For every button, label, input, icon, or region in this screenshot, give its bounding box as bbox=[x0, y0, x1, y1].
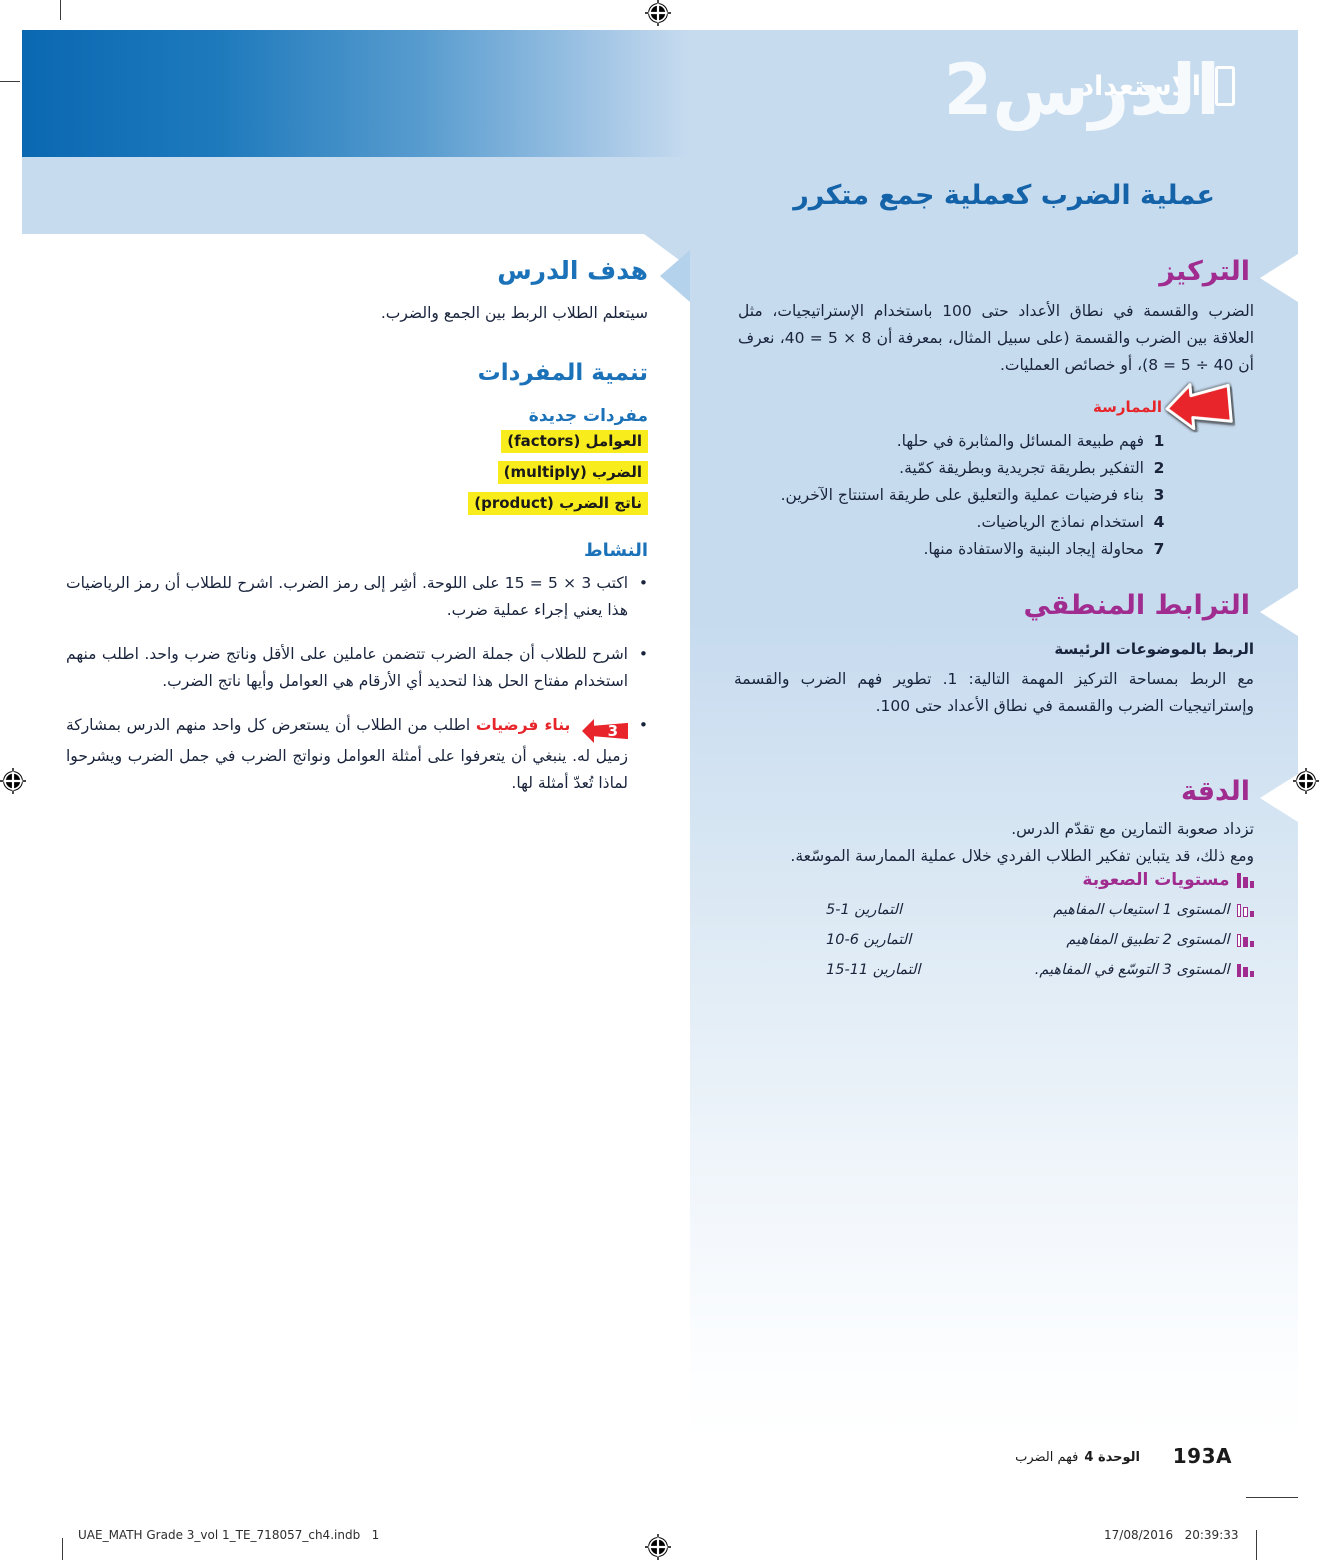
bullet-icon: • bbox=[638, 574, 648, 592]
practice-item-number: 3 bbox=[1153, 486, 1165, 504]
activity-bullet-3: • 3 بناء فرضيات اطلب من الطلاب أن يستعرض… bbox=[66, 712, 648, 797]
practice-item-text: محاولة إيجاد البنية والاستفادة منها. bbox=[923, 540, 1144, 558]
lesson-number-title: الدرس2 bbox=[943, 49, 1221, 131]
objective-body: سيتعلم الطلاب الربط بين الجمع والضرب. bbox=[380, 304, 648, 322]
heading-notch-icon bbox=[1260, 254, 1298, 302]
practice-item-text: بناء فرضيات عملية والتعليق على طريقة است… bbox=[780, 486, 1144, 504]
activity-bullet-1: • اكتب 3 × 5 = 15 على اللوحة. أشِر إلى ر… bbox=[66, 570, 648, 624]
objective-heading: هدف الدرس bbox=[497, 256, 648, 285]
practice-item-text: التفكير بطريقة تجريدية وبطريقة كمّية. bbox=[899, 459, 1144, 477]
registration-mark-top-icon bbox=[645, 0, 671, 26]
practice-list: 1 فهم طبيعة المسائل والمثابرة في حلها. 2… bbox=[735, 428, 1165, 563]
bullet-text: اشرح للطلاب أن جملة الضرب تتضمن عاملين ع… bbox=[66, 645, 628, 690]
rigor-body: تزداد صعوبة التمارين مع تقدّم الدرس. ومع… bbox=[790, 820, 1254, 865]
hypothesis-arrow-badge-icon: 3 bbox=[582, 719, 629, 743]
practice-item-text: فهم طبيعة المسائل والمثابرة في حلها. bbox=[896, 432, 1144, 450]
difficulty-row: المستوى 3 التوسّع في المفاهيم. التمارين … bbox=[826, 962, 1254, 978]
practice-item: 3 بناء فرضيات عملية والتعليق على طريقة ا… bbox=[735, 482, 1165, 509]
activity-bullets: • اكتب 3 × 5 = 15 على اللوحة. أشِر إلى ر… bbox=[66, 570, 648, 814]
vocabulary-subheading: مفردات جديدة bbox=[528, 406, 648, 426]
practice-item-number: 1 bbox=[1153, 432, 1165, 450]
difficulty-level-text: المستوى 2 تطبيق المفاهيم bbox=[1066, 932, 1230, 948]
vocabulary-heading: تنمية المفردات bbox=[477, 360, 648, 386]
practice-item-number: 4 bbox=[1153, 513, 1165, 531]
heading-notch-icon bbox=[1260, 588, 1298, 636]
difficulty-level-text: المستوى 3 التوسّع في المفاهيم. bbox=[1034, 962, 1230, 978]
difficulty-bars-icon bbox=[1236, 872, 1254, 888]
left-column: هدف الدرس سيتعلم الطلاب الربط بين الجمع … bbox=[22, 234, 690, 1444]
coherence-subheading: الربط بالموضوعات الرئيسة bbox=[1054, 640, 1254, 658]
difficulty-row: المستوى 2 تطبيق المفاهيم التمارين 6-10 bbox=[826, 932, 1254, 948]
practice-item: 2 التفكير بطريقة تجريدية وبطريقة كمّية. bbox=[735, 455, 1165, 482]
practice-item: 4 استخدام نماذج الرياضيات. bbox=[735, 509, 1165, 536]
bullet-text: اكتب 3 × 5 = 15 على اللوحة. أشِر إلى رمز… bbox=[66, 574, 629, 619]
vocab-term-product: ناتج الضرب (product) bbox=[468, 492, 648, 515]
activity-heading: النشاط bbox=[583, 540, 648, 561]
print-datetime-note: 17/08/2016 20:39:33 bbox=[1104, 1528, 1239, 1542]
prep-label: الاستعداد bbox=[1080, 70, 1201, 102]
focus-body: الضرب والقسمة في نطاق الأعداد حتى 100 با… bbox=[738, 302, 1254, 374]
registration-mark-bottom-icon bbox=[645, 1534, 671, 1560]
header-gradient-band bbox=[22, 30, 690, 157]
crop-mark bbox=[62, 1538, 63, 1560]
practice-item: 1 فهم طبيعة المسائل والمثابرة في حلها. bbox=[735, 428, 1165, 455]
vocab-term-multiply: الضرب (multiply) bbox=[497, 461, 648, 484]
difficulty-exercises: التمارين 6-10 bbox=[826, 932, 912, 948]
registration-mark-right-icon bbox=[1293, 768, 1319, 794]
difficulty-exercises: التمارين 11-15 bbox=[826, 962, 921, 978]
difficulty-row: المستوى 1 استيعاب المفاهيم التمارين 1-5 bbox=[826, 902, 1254, 918]
practice-label: الممارسة bbox=[1092, 398, 1162, 416]
prep-header: الاستعداد bbox=[1080, 66, 1235, 106]
crop-mark bbox=[1246, 1497, 1298, 1498]
unit-footer: الوحدة 4 فهم الضرب bbox=[1015, 1450, 1140, 1465]
practice-item-text: استخدام نماذج الرياضيات. bbox=[976, 513, 1144, 531]
bullet-text: اطلب من الطلاب أن يستعرض كل واحد منهم ال… bbox=[66, 716, 628, 792]
vocab-term-factors: العوامل (factors) bbox=[501, 430, 648, 453]
difficulty-exercises: التمارين 1-5 bbox=[826, 902, 903, 918]
focus-heading: التركيز bbox=[1159, 256, 1250, 287]
level-1-bars-icon bbox=[1236, 903, 1254, 917]
coherence-body: مع الربط بمساحة التركيز المهمة التالية: … bbox=[734, 670, 1254, 715]
unit-label: الوحدة 4 bbox=[1084, 1450, 1140, 1465]
tablet-icon bbox=[1215, 66, 1235, 106]
difficulty-heading: مستويات الصعوبة bbox=[1082, 870, 1230, 890]
practice-arrow-icon bbox=[1162, 377, 1237, 439]
registration-mark-left-icon bbox=[0, 768, 26, 794]
level-3-bars-icon bbox=[1236, 963, 1254, 977]
page-title: عملية الضرب كعملية جمع متكرر bbox=[793, 180, 1215, 211]
level-2-bars-icon bbox=[1236, 933, 1254, 947]
difficulty-level-text: المستوى 1 استيعاب المفاهيم bbox=[1053, 902, 1230, 918]
bullet-icon: • bbox=[638, 716, 648, 734]
practice-item-number: 7 bbox=[1153, 540, 1165, 558]
practice-item: 7 محاولة إيجاد البنية والاستفادة منها. bbox=[735, 536, 1165, 563]
crop-mark bbox=[0, 81, 20, 82]
crop-mark bbox=[1256, 1530, 1257, 1560]
bullet-icon: • bbox=[638, 645, 648, 663]
hypothesis-label: بناء فرضيات bbox=[475, 716, 571, 734]
crop-mark bbox=[60, 0, 61, 20]
practice-item-number: 2 bbox=[1153, 459, 1165, 477]
objective-arrow-icon bbox=[660, 250, 690, 302]
unit-title: فهم الضرب bbox=[1015, 1450, 1079, 1465]
difficulty-heading-row: مستويات الصعوبة bbox=[1082, 870, 1254, 890]
right-column: التركيز الضرب والقسمة في نطاق الأعداد حت… bbox=[690, 234, 1298, 1444]
rigor-heading: الدقة bbox=[1180, 776, 1250, 807]
activity-bullet-2: • اشرح للطلاب أن جملة الضرب تتضمن عاملين… bbox=[66, 641, 648, 695]
print-file-note: UAE_MATH Grade 3_vol 1_TE_718057_ch4.ind… bbox=[78, 1528, 380, 1542]
page-number: 193A bbox=[1172, 1444, 1232, 1468]
coherence-heading: الترابط المنطقي bbox=[1023, 590, 1250, 621]
